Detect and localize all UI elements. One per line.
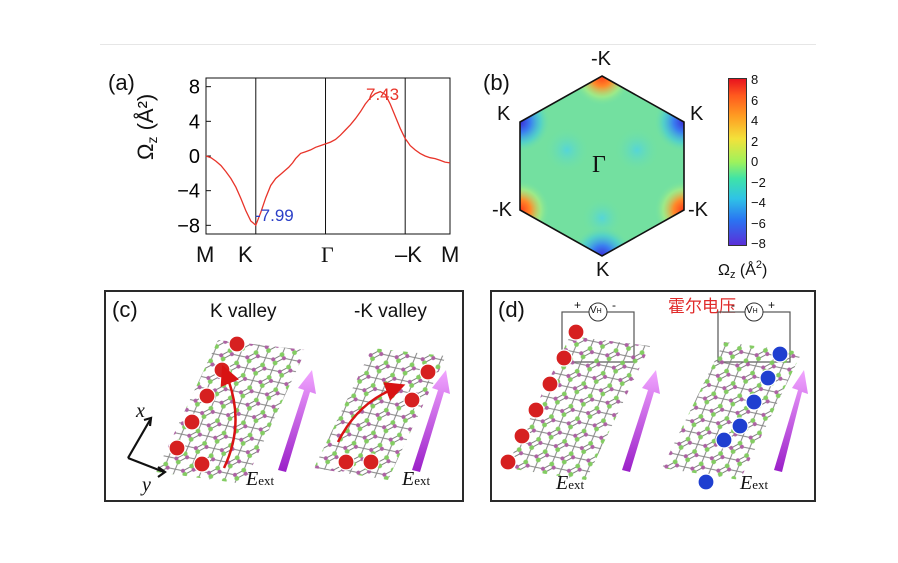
- lattice-ribbon-d-left: [506, 336, 650, 480]
- field-arrow-right: [412, 370, 450, 472]
- field-sub: ext: [752, 477, 769, 492]
- panel-d-illustration: [499, 302, 808, 491]
- colorbar-symbol: Ω: [718, 262, 730, 279]
- colorbar-unit: (Å: [739, 262, 756, 279]
- brillouin-zone-heatmap: [519, 75, 685, 257]
- electrons-d-right: [697, 345, 789, 491]
- colorbar-close: ): [762, 262, 768, 279]
- annotation-max-value: 7.43: [366, 85, 400, 104]
- field-label-c-left: Eext: [246, 468, 274, 491]
- colorbar-tick-label: 8: [751, 72, 759, 87]
- field-symbol: E: [246, 468, 259, 490]
- title-minus-k-valley: -K valley: [354, 301, 427, 322]
- plot-a-ticks: 8 4 0 −4 −8: [177, 77, 211, 237]
- colorbar-tick-label: 0: [751, 154, 759, 169]
- panel-c-illustration: [127, 335, 450, 484]
- y-tick-label: −8: [177, 215, 200, 237]
- voltmeter-right-minus: -: [731, 298, 735, 312]
- holes-right: [337, 363, 437, 471]
- field-label-c-right: Eext: [402, 468, 430, 491]
- title-k-valley: K valley: [210, 301, 277, 322]
- colorbar: [728, 78, 747, 246]
- voltmeter-right: [744, 302, 764, 322]
- x-tick-K: K: [238, 242, 253, 267]
- voltmeter-left-label: VH: [590, 305, 602, 316]
- field-arrow-d-left: [622, 370, 660, 472]
- field-sub: ext: [568, 477, 585, 492]
- brillouin-zone-outline: [519, 75, 685, 257]
- plot-a-frame: [205, 77, 451, 235]
- y-tick-label: 0: [189, 146, 200, 168]
- voltmeter-symbol: V: [590, 305, 597, 316]
- colorbar-tick-label: −2: [751, 174, 766, 190]
- colorbar-title: Ωz (Å2): [718, 259, 767, 281]
- colorbar-tick-label: −4: [751, 195, 766, 210]
- axis-x-label: x: [136, 400, 145, 422]
- field-arrow-left: [278, 370, 316, 472]
- lattice-ribbon-left: [156, 340, 306, 484]
- panel-c-label: (c): [112, 297, 138, 322]
- colorbar-tick-label: −6: [751, 215, 766, 231]
- field-label-d-right: Eext: [740, 472, 768, 495]
- xy-axes-icon: [127, 416, 167, 478]
- field-label-d-left: Eext: [556, 472, 584, 495]
- hall-voltage-annotation: 霍尔电压: [668, 297, 736, 316]
- panel-a-label: (a): [108, 70, 135, 95]
- deflection-arrow-left: [220, 364, 240, 469]
- bz-vertex-top: -K: [591, 48, 611, 70]
- voltmeter-symbol: V: [746, 305, 753, 316]
- bz-vertex-upper-right: K: [690, 103, 704, 125]
- field-symbol: E: [740, 472, 753, 494]
- y-tick-label: 8: [189, 77, 200, 99]
- bz-vertex-bottom: K: [596, 259, 610, 281]
- panel-d-label: (d): [498, 297, 525, 322]
- colorbar-tick-label: 6: [751, 92, 759, 108]
- colorbar-sup: 2: [755, 259, 763, 271]
- field-symbol: E: [556, 472, 569, 494]
- field-arrow-d-right: [774, 370, 808, 472]
- holes-d-left: [499, 323, 585, 471]
- bz-vertex-lower-right: -K: [688, 199, 708, 221]
- voltmeter-sub: H: [752, 308, 758, 315]
- berry-curvature-curve: [205, 90, 451, 227]
- x-tick-M-right: M: [441, 242, 460, 267]
- colorbar-tick-label: 2: [751, 133, 759, 149]
- colorbar-tick-label: −8: [751, 236, 766, 251]
- y-tick-label: −4: [177, 181, 200, 203]
- field-sub: ext: [258, 473, 275, 488]
- y-tick-label: 4: [189, 111, 200, 133]
- axis-y-label: y: [142, 474, 151, 496]
- x-tick-minus-K: –K: [395, 242, 422, 267]
- bz-vertex-upper-left: K: [497, 103, 511, 125]
- x-tick-gamma: Γ: [321, 242, 334, 267]
- field-sub: ext: [414, 473, 431, 488]
- deflection-arrow-right: [336, 382, 406, 443]
- panel-b-label: (b): [483, 70, 510, 95]
- figure-frame: [100, 44, 816, 515]
- berry-curvature-line-chart: 8 4 0 −4 −8: [177, 77, 451, 237]
- field-symbol: E: [402, 468, 415, 490]
- voltmeter-right-plus: +: [768, 298, 776, 312]
- voltmeter-left: [588, 302, 608, 322]
- voltmeter-sub: H: [596, 308, 602, 315]
- bz-center-gamma: Γ: [592, 152, 606, 178]
- annotation-min-value: -7.99: [255, 206, 294, 225]
- lattice-ribbon-right: [314, 348, 446, 480]
- plot-a-axes: [205, 77, 451, 235]
- voltmeter-left-plus: +: [574, 298, 582, 312]
- bz-vertex-lower-left: -K: [492, 199, 512, 221]
- x-tick-M-left: M: [196, 242, 215, 267]
- colorbar-tick-label: 4: [751, 113, 759, 128]
- voltmeter-right-label: VH: [746, 305, 758, 316]
- colorbar-sub: z: [729, 269, 736, 281]
- voltmeter-left-minus: -: [612, 298, 616, 312]
